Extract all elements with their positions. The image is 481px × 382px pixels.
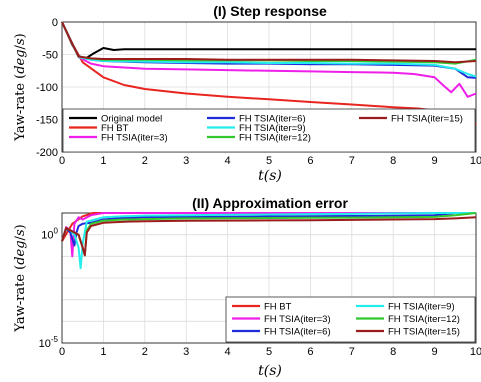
y-axis-label-step-response: Yaw-rate (deg/s): [13, 33, 28, 141]
y-tick-label: 0: [52, 17, 58, 29]
x-tick-label: 9: [432, 155, 438, 167]
x-tick-label: 1: [100, 346, 106, 358]
x-tick-label: 8: [390, 346, 396, 358]
legend-entry-label: FH TSIA(iter=15): [388, 327, 460, 338]
x-tick-label: 3: [183, 155, 189, 167]
x-axis-label-step-response: t(s): [258, 168, 282, 184]
legend-entry-label: FH TSIA(iter=15): [391, 114, 463, 125]
x-tick-label: 10: [470, 346, 481, 358]
legend-entry-label: FH BT: [264, 302, 292, 313]
y-tick-label: -50: [42, 50, 58, 62]
y-axis-label-approximation-error: Yaw-rate (deg/s): [13, 224, 28, 332]
x-tick-label: 4: [225, 155, 231, 167]
x-tick-label: 6: [307, 346, 313, 358]
legend-entry-label: FH BT: [101, 123, 129, 134]
x-tick-label: 6: [307, 155, 313, 167]
x-tick-label: 2: [142, 346, 148, 358]
legend-entry-label: FH TSIA(iter=12): [388, 314, 460, 325]
x-tick-label: 3: [183, 346, 189, 358]
x-tick-label: 9: [432, 346, 438, 358]
legend-entry-label: FH TSIA(iter=6): [264, 327, 331, 338]
legend-entry-label: FH TSIA(iter=3): [264, 314, 331, 325]
series-line-fh-tsia-iter-6-: [61, 212, 476, 247]
x-tick-label: 0: [59, 346, 65, 358]
y-tick-label: 100: [41, 227, 58, 242]
x-tick-label: 1: [100, 155, 106, 167]
x-tick-label: 8: [390, 155, 396, 167]
y-tick-label: -100: [36, 82, 58, 94]
legend-box: [225, 296, 476, 343]
chart-title-approximation-error: (II) Approximation error: [192, 195, 348, 211]
x-tick-label: 5: [266, 346, 272, 358]
legend-box: [62, 108, 476, 153]
x-tick-label: 7: [349, 346, 355, 358]
x-axis-label-approximation-error: t(s): [258, 363, 282, 379]
series-line-fh-tsia-iter-3-: [61, 21, 477, 98]
legend-entry-label: Original model: [101, 114, 162, 125]
legend-entry-label: FH TSIA(iter=9): [239, 123, 306, 134]
legend-entry-label: FH TSIA(iter=3): [101, 133, 168, 144]
y-tick-label: -200: [36, 147, 58, 159]
series-line-fh-tsia-iter-15-: [61, 21, 477, 64]
x-tick-label: 5: [266, 155, 272, 167]
step-response-panel: (I) Step response 0 1 2 3 4 5 6 7 8 9 10 0 -50 -100 -1…: [13, 3, 481, 184]
series-line-fh-tsia-iter-9-: [61, 212, 476, 270]
x-tick-label: 2: [142, 155, 148, 167]
x-tick-label: 7: [349, 155, 355, 167]
x-tick-label: 0: [59, 155, 65, 167]
chart-title-step-response: (I) Step response: [213, 3, 327, 19]
series-line-fh-tsia-iter-15-: [61, 216, 477, 257]
approximation-error-panel: (II) Approximation error 0 1 2 3 4 5 6 7 8 9 10 100…: [13, 195, 481, 379]
legend-entry-label: FH TSIA(iter=6): [239, 114, 306, 125]
y-tick-label: 10-5: [39, 335, 59, 350]
legend-entry-label: FH TSIA(iter=12): [239, 133, 311, 144]
y-tick-label: -150: [36, 115, 58, 127]
x-tick-label: 4: [225, 346, 231, 358]
legend-entry-label: FH TSIA(iter=9): [388, 302, 455, 313]
x-tick-label: 10: [470, 155, 481, 167]
